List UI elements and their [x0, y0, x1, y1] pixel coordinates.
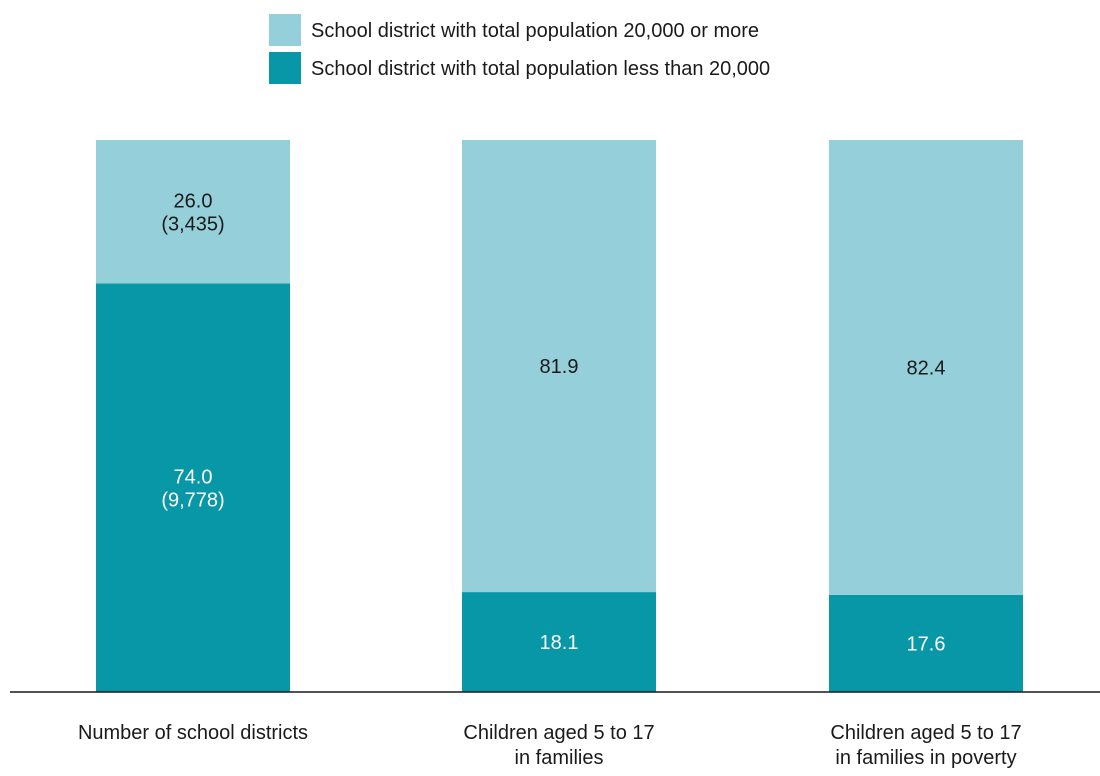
- bar-segment: [96, 140, 290, 284]
- category-label: Children aged 5 to 17 in families in pove…: [830, 722, 1021, 769]
- bar-value-label: 17.6: [907, 633, 946, 655]
- bar-value-label: 82.4: [907, 357, 946, 379]
- legend: School district with total population 20…: [269, 14, 770, 84]
- legend-label: School district with total population 20…: [311, 20, 759, 42]
- bar-segment: [462, 140, 656, 593]
- bar-value-label: 18.1: [540, 632, 579, 654]
- bar-labels-group: 74.0 (9,778) 26.0 (3,435) 18.1 81.9 17.6 82.4: [161, 190, 945, 655]
- bar-segment: [829, 140, 1023, 595]
- bar-segment: [462, 592, 656, 692]
- legend-swatch: [269, 52, 301, 84]
- category-labels-group: Number of school districts Children aged …: [78, 722, 1022, 769]
- bars-group: [96, 140, 1023, 692]
- category-label: Children aged 5 to 17 in families: [463, 722, 654, 769]
- bar-value-label: 81.9: [540, 356, 579, 378]
- category-label: Number of school districts: [78, 722, 308, 744]
- bar-segment: [829, 594, 1023, 692]
- bar-value-label: 26.0 (3,435): [161, 190, 224, 235]
- legend-label: School district with total population le…: [311, 58, 770, 80]
- legend-swatch: [269, 14, 301, 46]
- bar-segment: [96, 283, 290, 692]
- bar-value-label: 74.0 (9,778): [161, 466, 224, 511]
